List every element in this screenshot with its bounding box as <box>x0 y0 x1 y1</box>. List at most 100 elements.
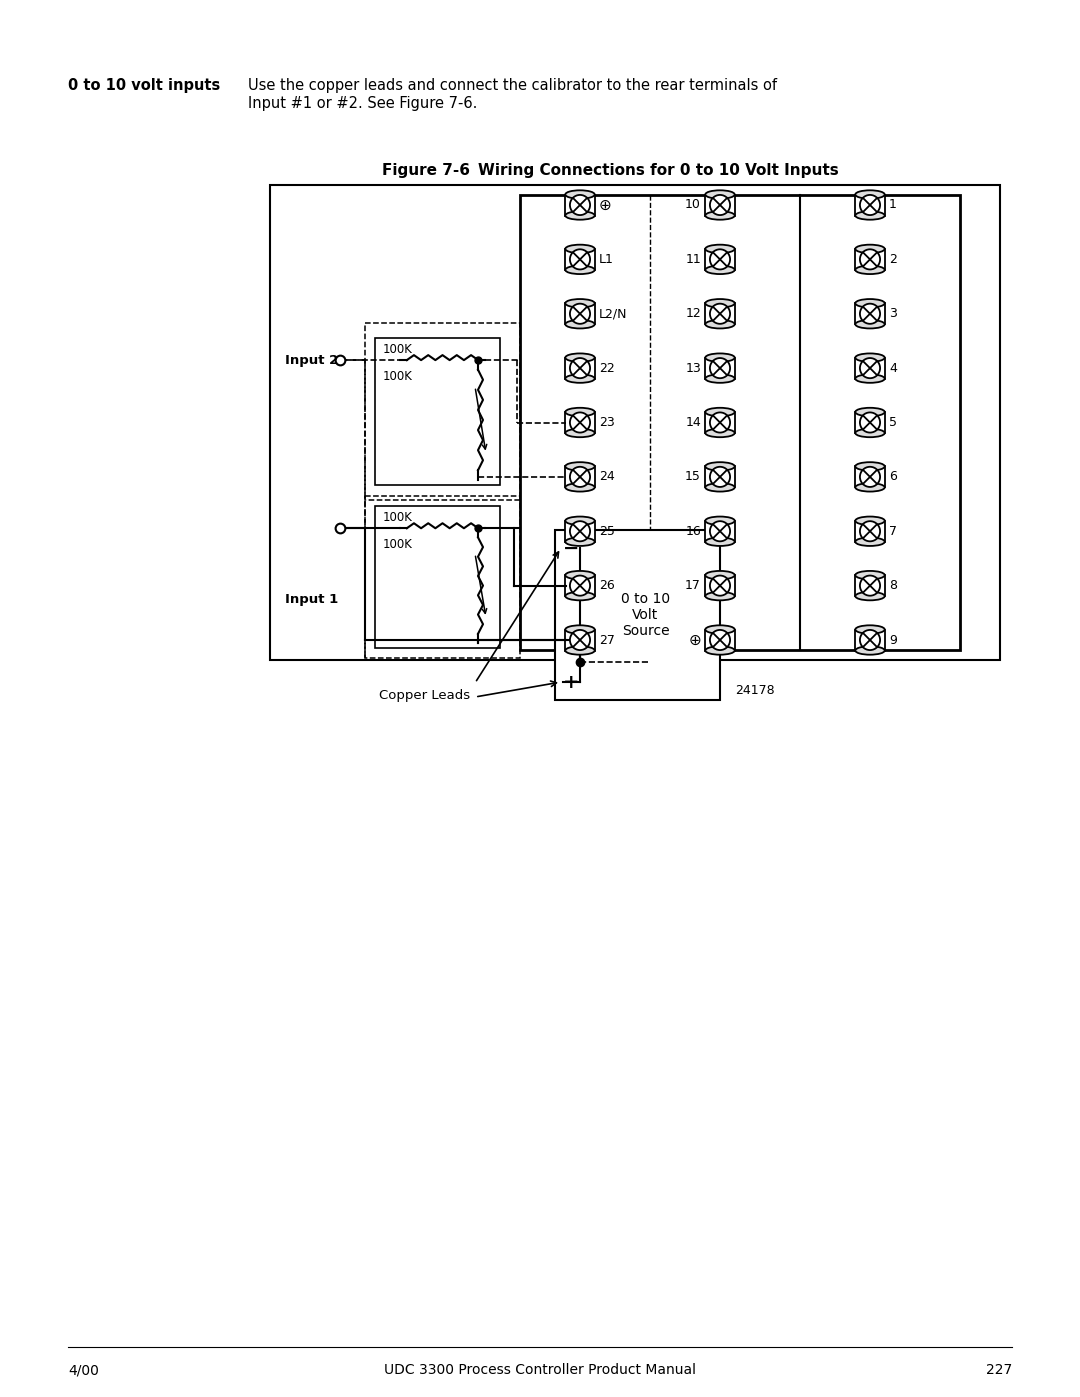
Text: 3: 3 <box>889 307 896 320</box>
Bar <box>270 184 1000 659</box>
Text: +: + <box>563 672 580 692</box>
Circle shape <box>710 630 730 650</box>
Bar <box>565 249 595 270</box>
Ellipse shape <box>855 538 885 546</box>
Ellipse shape <box>705 320 734 328</box>
Bar <box>565 358 595 379</box>
Bar <box>705 303 734 324</box>
Ellipse shape <box>705 211 734 219</box>
Circle shape <box>570 249 590 270</box>
Bar <box>855 358 885 379</box>
Ellipse shape <box>855 190 885 198</box>
Circle shape <box>860 630 880 650</box>
Bar <box>519 196 960 650</box>
Ellipse shape <box>855 244 885 253</box>
Circle shape <box>710 249 730 270</box>
Circle shape <box>860 467 880 488</box>
Ellipse shape <box>705 626 734 634</box>
Ellipse shape <box>705 190 734 198</box>
Ellipse shape <box>855 265 885 274</box>
Ellipse shape <box>855 353 885 362</box>
Ellipse shape <box>565 483 595 492</box>
Ellipse shape <box>705 538 734 546</box>
Circle shape <box>570 576 590 595</box>
Ellipse shape <box>855 408 885 416</box>
Ellipse shape <box>855 647 885 655</box>
Ellipse shape <box>855 374 885 383</box>
Bar <box>565 630 595 651</box>
Text: 14: 14 <box>685 416 701 429</box>
Text: ⊕: ⊕ <box>688 633 701 647</box>
Ellipse shape <box>705 571 734 580</box>
Ellipse shape <box>855 320 885 328</box>
Bar <box>375 338 500 485</box>
Text: 100K: 100K <box>383 511 413 524</box>
Text: 8: 8 <box>889 580 897 592</box>
Circle shape <box>570 303 590 324</box>
Text: ⊕: ⊕ <box>599 197 611 212</box>
Ellipse shape <box>565 517 595 525</box>
Ellipse shape <box>855 571 885 580</box>
Ellipse shape <box>565 538 595 546</box>
Bar <box>565 467 595 488</box>
Circle shape <box>860 303 880 324</box>
Ellipse shape <box>705 517 734 525</box>
Circle shape <box>570 521 590 541</box>
Bar <box>705 630 734 651</box>
Text: Wiring Connections for 0 to 10 Volt Inputs: Wiring Connections for 0 to 10 Volt Inpu… <box>478 163 839 177</box>
Text: 1: 1 <box>889 198 896 211</box>
Text: 12: 12 <box>685 307 701 320</box>
Ellipse shape <box>565 571 595 580</box>
Bar <box>705 576 734 597</box>
Ellipse shape <box>565 211 595 219</box>
Bar <box>855 630 885 651</box>
Text: Input #1 or #2. See Figure 7-6.: Input #1 or #2. See Figure 7-6. <box>248 96 477 110</box>
Bar <box>555 529 720 700</box>
Ellipse shape <box>705 647 734 655</box>
Text: Copper Leads: Copper Leads <box>379 689 470 701</box>
Text: 24178: 24178 <box>735 683 774 697</box>
Text: 25: 25 <box>599 525 615 538</box>
Bar <box>705 412 734 433</box>
Text: 26: 26 <box>599 580 615 592</box>
Text: 24: 24 <box>599 471 615 483</box>
Bar <box>565 303 595 324</box>
Ellipse shape <box>705 265 734 274</box>
Bar <box>855 194 885 215</box>
Bar <box>705 249 734 270</box>
Ellipse shape <box>565 244 595 253</box>
Bar <box>565 412 595 433</box>
Bar <box>375 506 500 648</box>
Text: 5: 5 <box>889 416 897 429</box>
Circle shape <box>570 358 590 379</box>
Text: 17: 17 <box>685 580 701 592</box>
Text: 10: 10 <box>685 198 701 211</box>
Circle shape <box>570 467 590 488</box>
Ellipse shape <box>705 374 734 383</box>
Circle shape <box>860 249 880 270</box>
Bar <box>705 194 734 215</box>
Circle shape <box>710 358 730 379</box>
Ellipse shape <box>855 517 885 525</box>
Bar <box>855 521 885 542</box>
Ellipse shape <box>705 244 734 253</box>
Circle shape <box>710 467 730 488</box>
Circle shape <box>710 521 730 541</box>
Ellipse shape <box>565 429 595 437</box>
Bar <box>855 412 885 433</box>
Text: 23: 23 <box>599 416 615 429</box>
Bar <box>705 358 734 379</box>
Ellipse shape <box>565 265 595 274</box>
Ellipse shape <box>855 211 885 219</box>
Ellipse shape <box>565 592 595 601</box>
Text: −: − <box>563 538 579 557</box>
Text: 16: 16 <box>685 525 701 538</box>
Text: 15: 15 <box>685 471 701 483</box>
Ellipse shape <box>565 626 595 634</box>
Text: 4: 4 <box>889 362 896 374</box>
Circle shape <box>710 576 730 595</box>
Ellipse shape <box>565 462 595 471</box>
Circle shape <box>860 521 880 541</box>
Circle shape <box>710 196 730 215</box>
Bar <box>365 496 519 658</box>
